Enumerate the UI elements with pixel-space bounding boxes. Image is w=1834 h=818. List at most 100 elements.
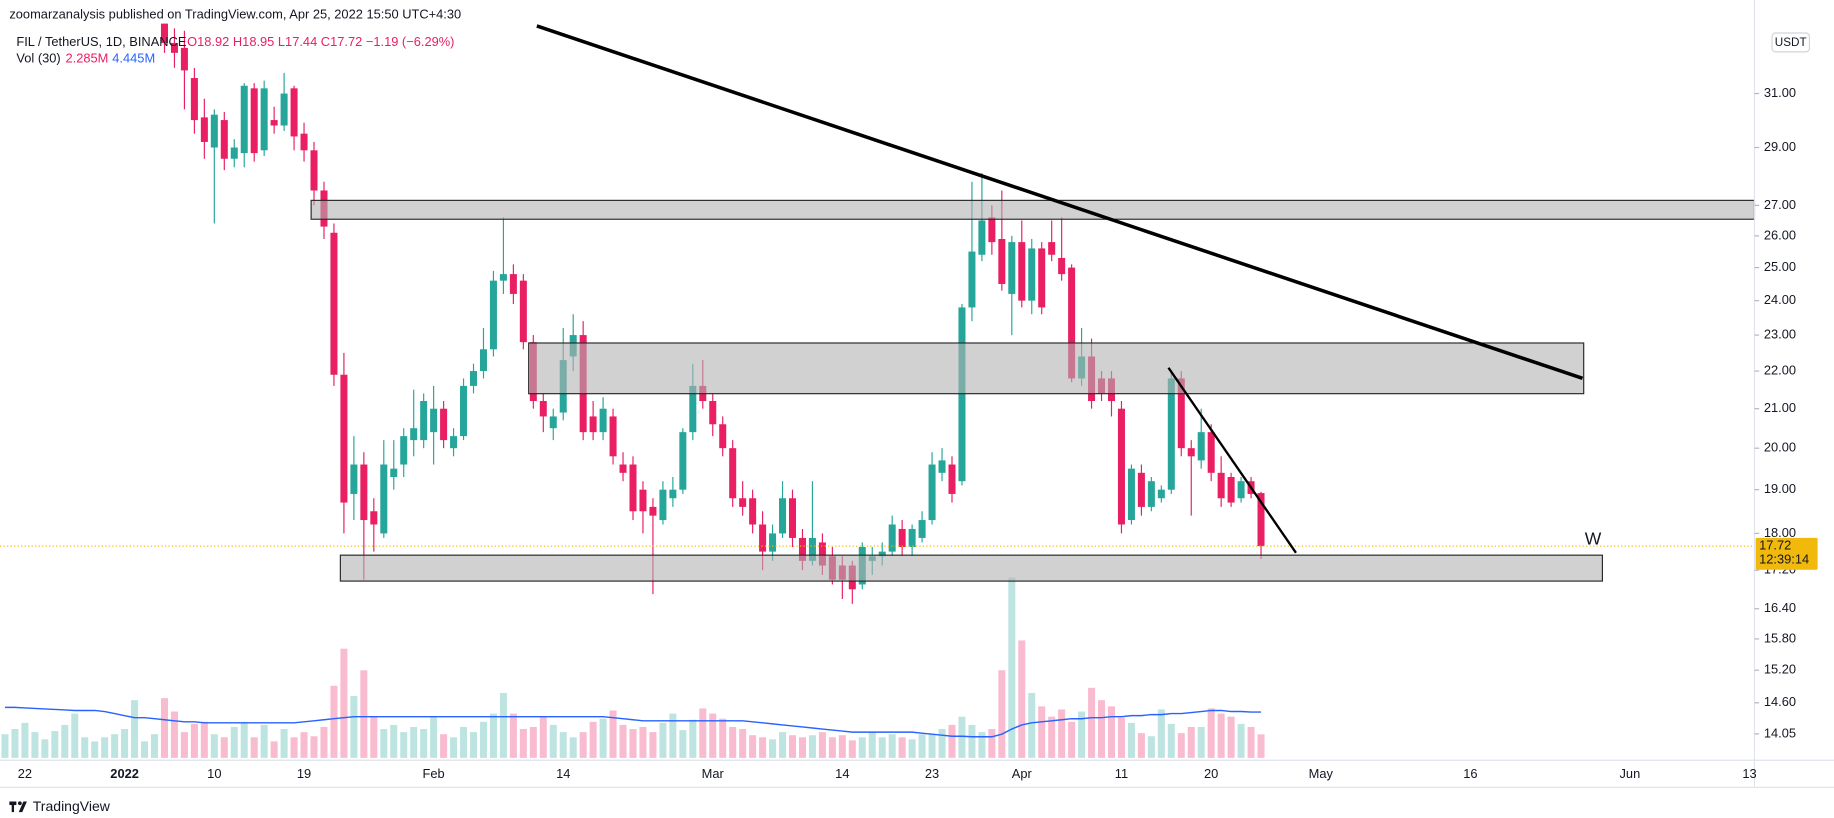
candle-body [230,147,238,159]
volume-bar [380,729,388,758]
volume-bar [1207,708,1215,758]
volume-bar [958,716,966,758]
volume-bar [1217,713,1225,758]
candle-body [1048,242,1056,255]
volume-bar [759,737,767,758]
candle-body [779,498,787,534]
candle-body [968,251,976,308]
volume-bar [818,732,826,758]
volume-bar [1247,726,1255,758]
candle-body [769,533,777,552]
volume-bar [1167,723,1175,758]
volume-bar [460,726,468,758]
zone [528,342,1585,395]
y-tick-label: 18.00 [1764,525,1796,540]
candle-body [1147,481,1155,507]
candle-body [908,528,916,548]
candle-body [1117,408,1125,525]
volume-bar [599,718,607,758]
candle-body [689,385,697,433]
x-tick-label: 13 [1742,766,1756,781]
volume-bar [669,713,677,758]
volume-bar [609,710,617,758]
currency: USDT [1775,36,1807,49]
candle-body [948,464,956,494]
volume-bar [290,737,298,758]
volume-bar [220,737,228,758]
volume-bar [779,732,787,758]
volume-bar [1058,709,1066,758]
candle-body [360,464,368,521]
candle-body [1237,481,1245,499]
x-tick-label: 23 [925,766,939,781]
volume-bar [1,734,9,758]
volume-bar [998,670,1006,758]
volume-bar [1157,709,1165,758]
volume-bar [858,737,866,758]
countdown: 12:39:14 [1759,552,1809,567]
volume-ma-value: 4.445M [112,50,155,65]
candle-body [818,542,826,566]
candle-body [1257,493,1265,547]
currency-badge[interactable] [1771,32,1811,53]
y-tick-label: 21.00 [1764,400,1796,415]
candle-body [539,401,547,417]
trend-line [1167,367,1297,554]
volume-bar [131,700,139,758]
volume-bar [1187,726,1195,758]
volume-bar [549,724,557,758]
volume-bar [180,732,188,758]
candle-body [619,464,627,473]
candle-body [250,88,258,154]
candle-body [340,374,348,503]
volume-bar [808,735,816,758]
y-tick-label: 19.00 [1764,481,1796,496]
y-tick-label: 22.00 [1764,362,1796,377]
volume-bar [31,732,39,758]
candle-body [370,511,378,525]
candle-body [509,274,517,294]
symbol: FIL / TetherUS, 1D, BINANCE [16,34,186,49]
y-tick-label: 20.00 [1764,440,1796,455]
candle-body [878,551,886,557]
volume-bar [619,724,627,758]
volume-bar [41,739,49,758]
candle-body [1018,242,1026,301]
x-tick-label: 19 [297,766,311,781]
candle-body [310,150,318,191]
volume-bar [1127,722,1135,758]
volume-title: Vol (30) [16,50,60,65]
candle-body [589,416,597,433]
volume-bar [320,726,328,758]
volume-bar [1107,706,1116,758]
y-tick-label: 31.00 [1764,85,1796,100]
candle-body [958,307,966,482]
trend-line [536,24,1584,381]
candle-body [659,489,667,521]
candle-body [1167,378,1175,490]
candle-body [938,460,946,473]
candle-body [240,85,248,154]
candle-body [978,220,986,255]
volume-bar [788,735,797,758]
candle-body [1207,432,1215,473]
x-tick-label: 10 [207,766,221,781]
candle-body [1038,248,1046,308]
volume-bar [240,721,248,758]
candle-body [190,78,198,121]
zone [310,199,1756,220]
y-tick-label: 25.00 [1764,259,1796,274]
volume-bar [928,734,936,758]
volume-bar [360,670,368,758]
candle-body [599,408,607,433]
candle-body [649,506,657,516]
volume-bar [1137,733,1145,758]
volume-value: 2.285M [65,50,108,65]
volume-bar [350,696,358,758]
volume-bar [629,729,637,758]
candle-body [1127,468,1135,521]
volume-bar [1018,640,1026,758]
volume-bar [151,734,159,758]
volume-bar [330,685,338,758]
